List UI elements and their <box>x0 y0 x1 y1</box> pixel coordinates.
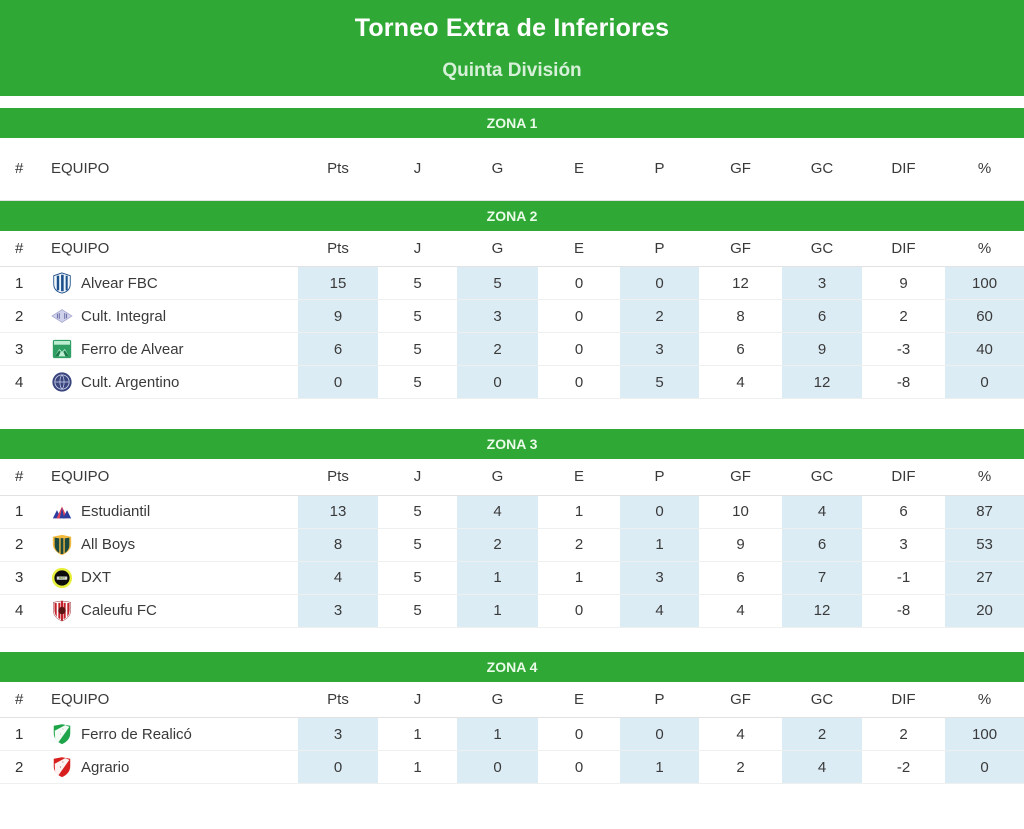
svg-text:DXT: DXT <box>59 575 65 579</box>
